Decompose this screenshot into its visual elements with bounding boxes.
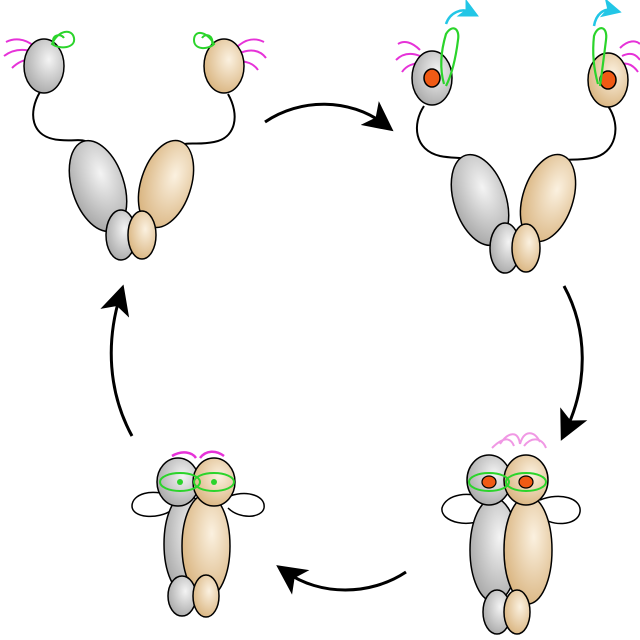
state-closed-inactive [131, 450, 265, 618]
state-open-active [395, 0, 640, 274]
cycle-arrow-left [100, 284, 134, 437]
cycle-arrow-top [264, 101, 394, 132]
wing-right [537, 495, 581, 525]
orange-site [518, 475, 534, 489]
tan-domain-large [503, 495, 553, 605]
orange-site [481, 475, 497, 489]
cyan-arrow-right [592, 0, 622, 27]
orange-site [423, 68, 441, 88]
cycle-arrow-bottom [276, 565, 407, 595]
green-hairpin-right [592, 27, 608, 87]
green-hairpin-left [440, 27, 460, 87]
green-dot [211, 479, 217, 485]
tan-head [203, 38, 245, 94]
green-ring-right [505, 472, 547, 492]
green-ring-right [193, 472, 235, 492]
cyan-arrow-left [444, 0, 479, 25]
pink-whiskers [491, 432, 547, 449]
wing-right [227, 492, 265, 517]
green-dot [177, 479, 183, 485]
linker-right [177, 93, 236, 149]
state-open-inactive [3, 30, 267, 261]
grey-head [23, 38, 65, 94]
tan-domain-small [503, 589, 531, 635]
tan-domain-small [127, 210, 157, 260]
green-ring-left [468, 472, 510, 492]
grey-domain-small [167, 575, 197, 617]
tan-domain-small [192, 574, 220, 618]
green-ring-left [159, 472, 201, 492]
tan-domain-small [511, 223, 541, 273]
state-closed-active [441, 432, 581, 635]
green-loop-left [50, 30, 76, 49]
green-loop-right [192, 32, 216, 50]
cycle-arrow-right [560, 285, 588, 441]
magenta-whiskers [171, 450, 225, 459]
